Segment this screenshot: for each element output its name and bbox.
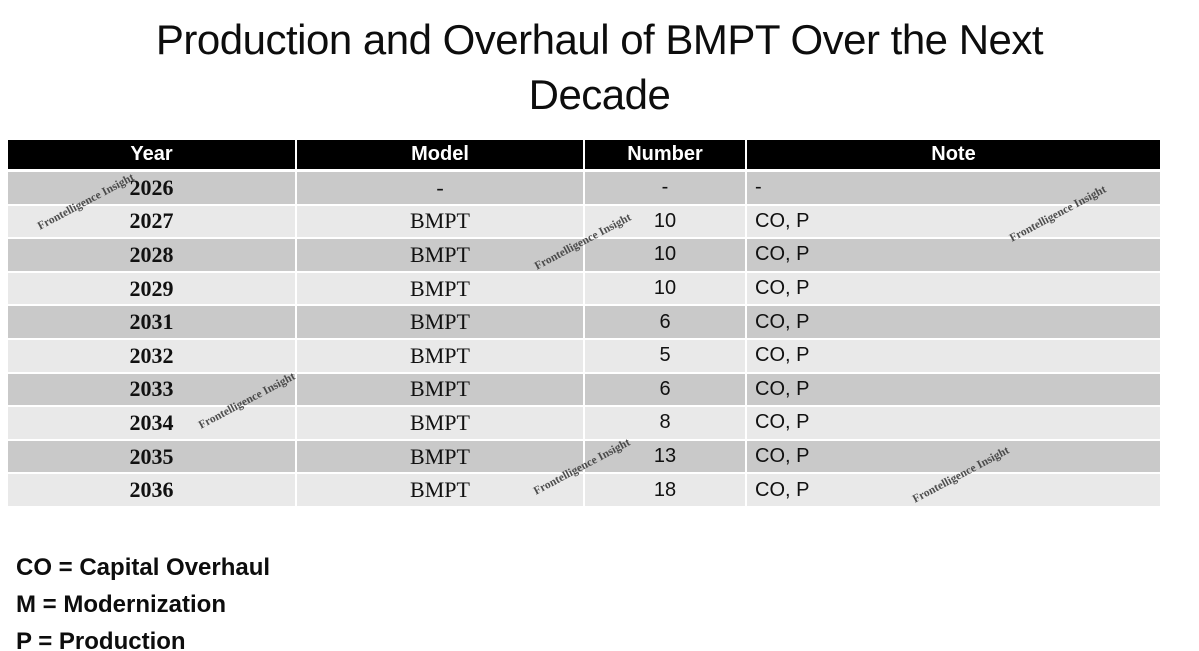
column-header-year: Year [8, 140, 297, 172]
model-cell: BMPT [297, 205, 585, 240]
legend: CO = Capital Overhaul M = Modernization … [16, 549, 270, 651]
number-cell: 8 [585, 407, 747, 441]
year-cell: 2026 [8, 172, 297, 206]
model-cell: BMPT [297, 474, 585, 508]
year-cell: 2027 [8, 205, 297, 240]
model-cell: BMPT [297, 407, 585, 441]
number-cell: 10 [585, 272, 747, 307]
number-cell: 18 [585, 474, 747, 508]
column-header-number: Number [585, 140, 747, 172]
legend-line-m: M = Modernization [16, 591, 226, 618]
table-row: 2028 BMPT 10 CO, P [8, 239, 1160, 273]
table-body: 2026- - -2027 BMPT 10 CO, P 2028 BMPT 10 CO, P 202… [8, 172, 1160, 508]
column-header-note: Note [747, 140, 1160, 172]
number-cell: 13 [585, 440, 747, 475]
model-cell: BMPT [297, 339, 585, 374]
year-cell: 2029 [8, 272, 297, 307]
table-row: 2034 BMPT 8 CO, P [8, 407, 1160, 441]
table-row: 2035 BMPT 13 CO, P [8, 440, 1160, 475]
page-title-text: Production and Overhaul of BMPT Over the… [155, 16, 1044, 118]
table-row: 2029 BMPT 10 CO, P [8, 272, 1160, 307]
column-header-model: Model [297, 140, 585, 172]
note-cell: CO, P [747, 306, 1160, 340]
number-cell: 5 [585, 339, 747, 374]
note-cell: CO, P [747, 205, 1160, 240]
number-cell: 10 [585, 205, 747, 240]
number-cell: 6 [585, 306, 747, 340]
production-table: Year Model Number Note 2026- - -2027 BMPT 10… [8, 140, 1160, 508]
table-row: 2033 BMPT 6 CO, P [8, 373, 1160, 408]
note-cell: - [747, 172, 1160, 206]
legend-line-co: CO = Capital Overhaul [16, 554, 271, 581]
model-cell: BMPT [297, 306, 585, 340]
model-cell: BMPT [297, 373, 585, 408]
year-cell: 2036 [8, 474, 297, 508]
year-cell: 2031 [8, 306, 297, 340]
table-header-row: Year Model Number Note [8, 140, 1160, 172]
number-cell: 10 [585, 239, 747, 273]
year-cell: 2032 [8, 339, 297, 374]
table-row: 2031 BMPT 6 CO, P [8, 306, 1160, 340]
page-title: Production and Overhaul of BMPT Over the… [0, 12, 1199, 122]
table-row: 2026- - - [8, 172, 1160, 206]
note-cell: CO, P [747, 339, 1160, 374]
model-cell: BMPT [297, 272, 585, 307]
table-header: Year Model Number Note [8, 140, 1160, 172]
year-cell: 2035 [8, 440, 297, 475]
table-row: 2036 BMPT 18 CO, P [8, 474, 1160, 508]
number-cell: - [585, 172, 747, 206]
model-cell: BMPT [297, 239, 585, 273]
note-cell: CO, P [747, 373, 1160, 408]
number-cell: 6 [585, 373, 747, 408]
year-cell: 2033 [8, 373, 297, 408]
note-cell: CO, P [747, 407, 1160, 441]
note-cell: CO, P [747, 272, 1160, 307]
legend-line-p: P = Production [16, 628, 186, 651]
note-cell: CO, P [747, 474, 1160, 508]
year-cell: 2034 [8, 407, 297, 441]
note-cell: CO, P [747, 239, 1160, 273]
note-cell: CO, P [747, 440, 1160, 475]
table-row: 2032 BMPT 5 CO, P [8, 339, 1160, 374]
table-row: 2027 BMPT 10 CO, P [8, 205, 1160, 240]
model-cell: - [297, 172, 585, 206]
model-cell: BMPT [297, 440, 585, 475]
year-cell: 2028 [8, 239, 297, 273]
